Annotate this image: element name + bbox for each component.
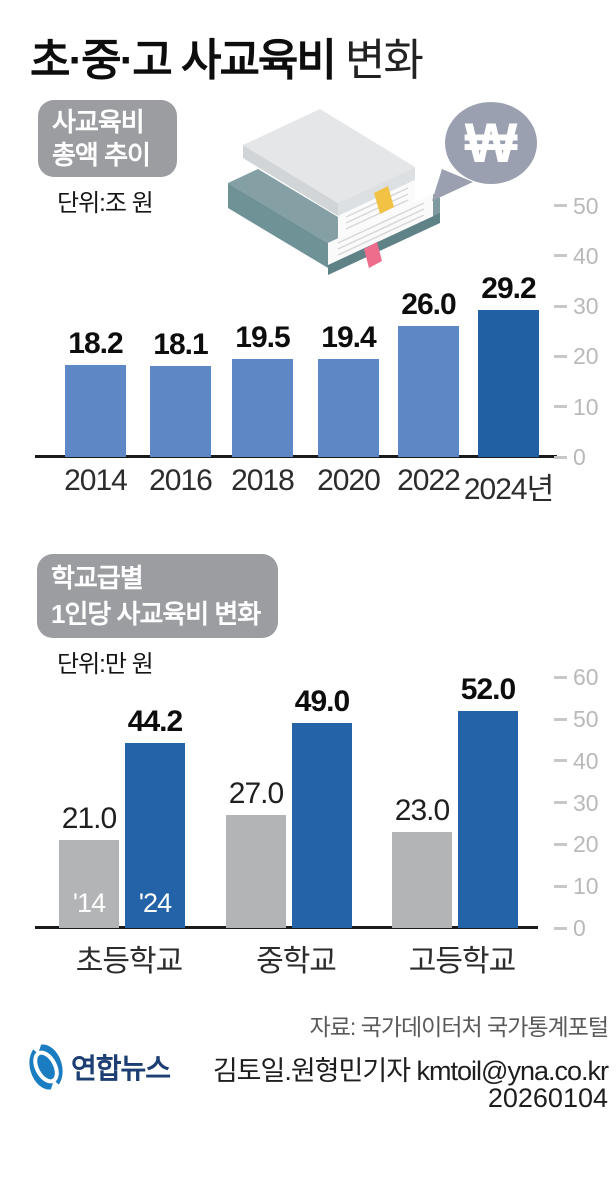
x-label-2018: 2018: [231, 464, 295, 497]
page-title-main: 초·중·고 사교육비: [30, 36, 337, 85]
bar-value-중학교-'24: 49.0: [294, 685, 350, 719]
page-title: 초·중·고 사교육비 변화: [30, 24, 424, 88]
x-label-2020: 2020: [317, 464, 381, 497]
bar-2022: [398, 326, 459, 457]
top-book-right-edge: [338, 167, 415, 216]
y-axis-tick-label: 30: [573, 293, 599, 320]
y-axis-tick-label: 20: [573, 343, 599, 370]
y-axis-tick: [554, 204, 567, 207]
chart2-title-badge: 학교급별 1인당 사교육비 변화: [37, 554, 278, 638]
series-label-'14: '14: [72, 888, 106, 918]
bottom-book-back-cover: [433, 194, 440, 220]
bar-중학교-'14: [226, 815, 286, 928]
bar-고등학교-'24: [458, 710, 518, 928]
x-label-2014: 2014: [64, 464, 128, 497]
x-label-고등학교: 고등학교: [408, 945, 516, 978]
y-axis-tick: [554, 455, 567, 459]
y-axis-tick: [554, 884, 567, 888]
bar-초등학교-'14: [59, 840, 119, 928]
y-axis-tick: [554, 354, 567, 358]
y-axis-tick-label: 0: [573, 444, 586, 470]
y-axis-tick: [554, 842, 567, 846]
y-axis-tick-label: 40: [573, 747, 599, 774]
top-book-cover: [243, 109, 415, 203]
bar-중학교-'24: [292, 723, 352, 928]
chart2-title-line1: 학교급별: [51, 563, 144, 593]
x-label-초등학교: 초등학교: [75, 945, 183, 978]
yonhap-logo: 연합뉴스: [28, 1042, 171, 1092]
x-label-중학교: 중학교: [256, 945, 337, 978]
top-book-left-edge: [243, 145, 338, 216]
x-label-2022: 2022: [397, 464, 461, 497]
chart1-title-line1: 사교육비: [52, 106, 145, 137]
bar-value-고등학교-'24: 52.0: [460, 672, 516, 706]
bottom-book-top-face: [228, 169, 358, 243]
bottom-book-bottom-cover: [328, 213, 440, 275]
y-axis-tick: [554, 759, 567, 763]
reporter-byline: 김토일.원형민기자 kmtoil@yna.co.kr: [212, 1056, 609, 1086]
bar-value-2018: 19.5: [235, 320, 290, 354]
bar-value-고등학교-'14: 23.0: [394, 793, 450, 827]
y-axis-tick: [554, 675, 567, 679]
bar-초등학교-'24: [125, 743, 185, 928]
y-axis-tick: [554, 717, 567, 721]
y-axis-tick-label: 50: [573, 706, 599, 732]
chart1-title-badge: 사교육비 총액 추이: [38, 100, 177, 177]
won-bubble: [445, 102, 537, 184]
y-axis-tick: [554, 304, 567, 308]
y-axis-tick-label: 10: [573, 873, 599, 900]
series-label-'24: '24: [138, 888, 172, 918]
chart1-title-line2: 총액 추이: [52, 139, 151, 170]
page-title-suffix: 변화: [344, 36, 424, 85]
bar-value-2022: 26.0: [401, 288, 456, 322]
x-label-2016: 2016: [149, 464, 213, 497]
bar-value-초등학교-'24: 44.2: [127, 705, 183, 739]
bar-2016: [150, 365, 211, 457]
bar-value-2024년: 29.2: [481, 272, 536, 306]
chart1-unit-label: 단위:조 원: [57, 190, 154, 217]
source-credit: 자료: 국가데이터처 국가통계포털: [309, 1014, 609, 1040]
bar-2018: [232, 358, 293, 457]
y-axis-tick-label: 30: [573, 789, 599, 816]
x-label-2024년: 2024년: [463, 473, 554, 506]
chart2-x-axis: [35, 926, 538, 929]
y-axis-tick-label: 50: [573, 192, 599, 219]
pink-bookmark-icon: [364, 242, 382, 268]
bar-2024년: [478, 310, 539, 457]
won-bubble-tail: [432, 169, 473, 201]
bar-value-2020: 19.4: [321, 321, 376, 355]
y-axis-tick-label: 60: [573, 664, 599, 691]
bar-value-초등학교-'14: 21.0: [61, 802, 117, 836]
y-axis-tick-label: 0: [573, 915, 586, 941]
y-axis-tick: [554, 254, 567, 258]
publish-date: 20260104: [487, 1083, 608, 1113]
yonhap-logo-icon: [29, 1042, 63, 1092]
y-axis-tick-label: 40: [573, 242, 599, 269]
yellow-bookmark-icon: [374, 186, 394, 214]
bar-2020: [318, 359, 379, 457]
bar-value-2014: 18.2: [68, 327, 123, 361]
y-axis-tick: [554, 405, 567, 409]
won-symbol-icon: ₩: [465, 111, 518, 174]
books-won-illustration: ₩: [228, 102, 537, 275]
y-axis-tick-label: 20: [573, 831, 599, 858]
y-axis-tick: [554, 801, 567, 805]
y-axis-tick: [554, 926, 567, 930]
yonhap-logo-text: 연합뉴스: [71, 1053, 171, 1084]
chart2-unit-label: 단위:만 원: [57, 651, 154, 678]
bar-고등학교-'14: [392, 831, 452, 928]
bar-2014: [65, 365, 126, 457]
bar-value-2016: 18.1: [153, 327, 208, 361]
y-axis-tick-label: 10: [573, 393, 599, 420]
chart2-title-line2: 1인당 사교육비 변화: [51, 599, 261, 629]
bottom-book-front-face: [228, 183, 328, 268]
chart1-x-axis: [35, 455, 557, 458]
bar-value-중학교-'14: 27.0: [228, 777, 284, 811]
